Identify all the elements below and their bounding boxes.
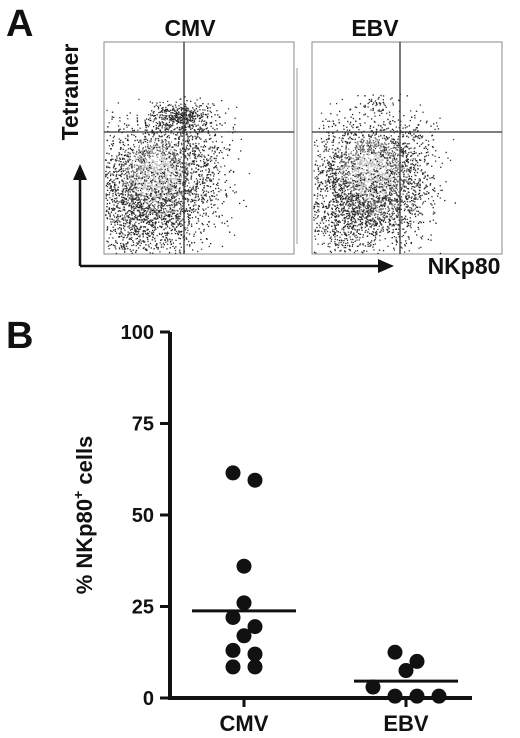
panel-a-axis-arrows bbox=[73, 164, 394, 273]
y-arrow-head bbox=[73, 164, 87, 180]
data-point bbox=[387, 688, 403, 704]
data-point bbox=[387, 644, 403, 660]
data-point bbox=[247, 472, 263, 488]
data-point bbox=[365, 679, 381, 695]
y-tick-label: 25 bbox=[132, 597, 154, 619]
flow-plot-cmv-events bbox=[105, 96, 251, 255]
flow-plot-ebv-title: EBV bbox=[351, 15, 399, 41]
data-point bbox=[247, 646, 263, 662]
panel-b-label: B bbox=[6, 315, 33, 357]
flow-x-axis-label: NKp80 bbox=[428, 253, 501, 279]
data-point bbox=[409, 688, 425, 704]
y-axis-label: % NKp80+ cells bbox=[70, 436, 97, 595]
data-point bbox=[225, 642, 241, 658]
x-arrow-head bbox=[378, 259, 394, 273]
y-tick-label: 75 bbox=[132, 414, 154, 436]
data-point bbox=[225, 659, 241, 675]
x-tick-label: CMV bbox=[220, 711, 269, 736]
data-point bbox=[247, 659, 263, 675]
flow-plot-cmv bbox=[103, 41, 295, 255]
flow-plot-ebv-events bbox=[313, 93, 456, 255]
data-point bbox=[225, 465, 241, 481]
data-point bbox=[431, 688, 447, 704]
x-ticks: CMV EBV bbox=[220, 698, 429, 736]
flow-y-axis-label: Tetramer bbox=[57, 44, 83, 141]
y-axis-label-superscript: + bbox=[70, 491, 86, 499]
y-tick-label: 50 bbox=[132, 505, 154, 527]
x-tick-label: EBV bbox=[383, 711, 429, 736]
flow-plot-ebv bbox=[311, 41, 503, 255]
y-tick-label: 0 bbox=[143, 688, 154, 710]
data-point bbox=[247, 619, 263, 635]
data-point bbox=[398, 663, 414, 679]
y-axis-label-tail: cells bbox=[72, 436, 97, 491]
data-point bbox=[236, 558, 252, 574]
data-points bbox=[225, 465, 447, 704]
data-point bbox=[409, 653, 425, 669]
scatter-chart: 0 25 50 75 100 CMV EBV % NKp80+ cells bbox=[70, 322, 472, 736]
y-ticks: 0 25 50 75 100 bbox=[121, 322, 170, 710]
flow-plot-cmv-title: CMV bbox=[164, 15, 216, 41]
data-point bbox=[236, 628, 252, 644]
data-point bbox=[225, 609, 241, 625]
y-axis-label-main: % NKp80 bbox=[72, 499, 97, 594]
panel-a-label: A bbox=[6, 3, 33, 45]
flow-plot-ebv-frame bbox=[311, 41, 503, 255]
data-point bbox=[236, 595, 252, 611]
y-tick-label: 100 bbox=[121, 322, 154, 344]
flow-plot-cmv-frame bbox=[103, 41, 295, 255]
